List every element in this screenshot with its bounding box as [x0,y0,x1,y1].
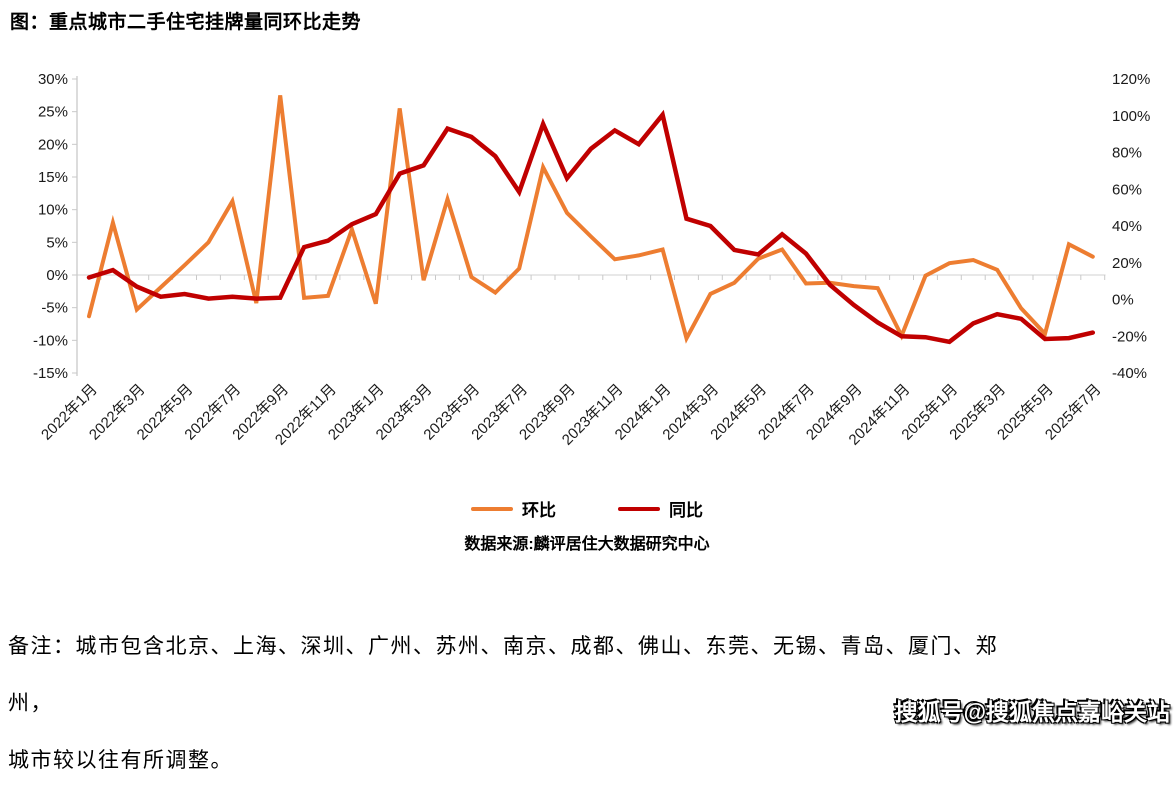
watermark: 搜狐号@搜狐焦点嘉峪关站 [894,699,1170,725]
page-title: 图：重点城市二手住宅挂牌量同环比走势 [10,12,362,33]
footnote-line-2: 城市较以往有所调整。 [8,748,233,772]
series-line-mom [87,95,1095,344]
left-axis-label: 15% [38,169,68,186]
footnote-line-1: 备注：城市包含北京、上海、深圳、广州、苏州、南京、成都、佛山、东莞、无锡、青岛、… [8,634,998,715]
right-axis-label: 0% [1112,292,1134,309]
legend-swatch-mom [471,506,513,511]
right-axis-label: 80% [1112,145,1142,162]
legend-label-mom: 环比 [522,501,556,520]
footnote: 备注：城市包含北京、上海、深圳、广州、苏州、南京、成都、佛山、东莞、无锡、青岛、… [8,618,1008,789]
right-axis-label: 120% [1112,71,1150,88]
left-axis-label: -15% [33,365,68,382]
left-axis-label: 0% [46,267,68,284]
right-axis-label: 60% [1112,181,1142,198]
legend-item-yoy: 同比 [618,496,703,521]
trend-line-chart: 30% 25% 20% 15% 10% 5% 0% -5% -10% -15% 120% 100% 80… [33,71,1150,449]
left-axis-label: 25% [38,104,68,121]
right-axis-label: -40% [1112,365,1147,382]
right-axis-label: 100% [1112,108,1150,125]
legend-item-mom: 环比 [471,496,556,521]
left-axis-label: -5% [41,300,68,317]
chart-legend: 环比 同比 [0,496,1174,521]
legend-label-yoy: 同比 [669,501,703,520]
left-axis-label: -10% [33,332,68,349]
right-axis-label: 20% [1112,255,1142,272]
data-source: 数据来源:麟评居住大数据研究中心 [464,536,710,553]
left-axis-label: 20% [38,136,68,153]
right-axis-label: 40% [1112,218,1142,235]
series-line-yoy [86,109,1096,345]
left-axis-label: 30% [38,71,68,88]
left-axis-label: 5% [46,234,68,251]
legend-swatch-yoy [618,506,660,511]
left-axis-label: 10% [38,202,68,219]
right-axis-label: -20% [1112,328,1147,345]
